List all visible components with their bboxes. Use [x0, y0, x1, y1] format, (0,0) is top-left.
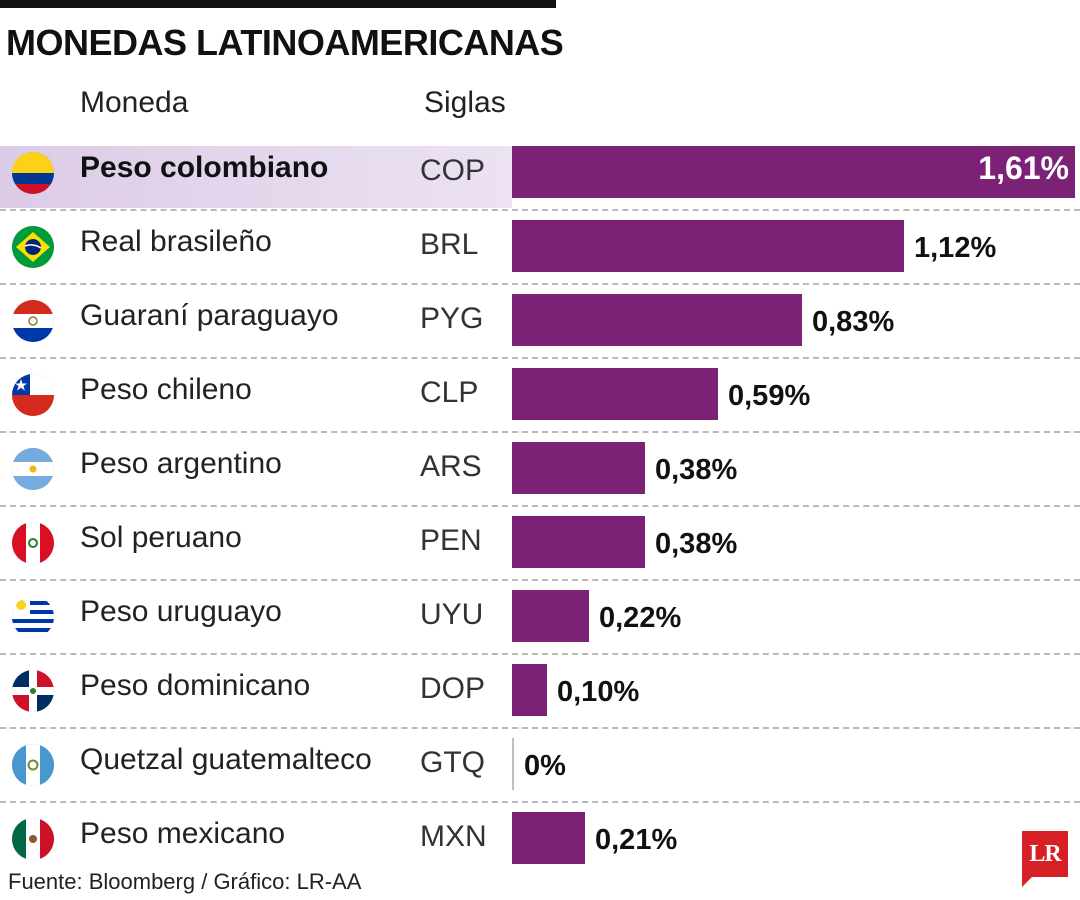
currency-name: Quetzal guatemalteco: [80, 743, 372, 776]
bar: [512, 590, 589, 642]
currency-name: Peso mexicano: [80, 817, 286, 850]
colombia-flag-icon: [12, 152, 54, 194]
guatemala-flag-icon: [12, 744, 54, 786]
currency-name: Peso colombiano: [80, 151, 329, 184]
top-rule: [0, 0, 556, 8]
currency-code: ARS: [420, 450, 482, 483]
currency-code: GTQ: [420, 746, 485, 779]
brazil-flag-icon: [12, 226, 54, 268]
currency-name: Peso dominicano: [80, 669, 311, 702]
row-separator: [0, 209, 1080, 211]
value-label: 0,22%: [599, 602, 682, 634]
bar: [512, 294, 802, 346]
uruguay-flag-icon: [12, 596, 54, 638]
table-row: Peso chileno CLP 0,59%: [0, 368, 1080, 442]
currency-code: PYG: [420, 302, 484, 335]
bar: [512, 220, 904, 272]
row-separator: [0, 431, 1080, 433]
mexico-flag-icon: [12, 818, 54, 860]
paraguay-flag-icon: [12, 300, 54, 342]
currency-name: Sol peruano: [80, 521, 242, 554]
value-label: 0,38%: [655, 454, 738, 486]
peru-flag-icon: [12, 522, 54, 564]
currency-name: Real brasileño: [80, 225, 272, 258]
row-separator: [0, 579, 1080, 581]
dominican-republic-flag-icon: [12, 670, 54, 712]
bar: [512, 812, 585, 864]
value-label: 0,83%: [812, 306, 895, 338]
currency-code: CLP: [420, 376, 479, 409]
table-row: Peso colombiano COP 1,61%: [0, 146, 1080, 220]
row-separator: [0, 283, 1080, 285]
header-currency: Moneda: [80, 86, 189, 119]
bar: [512, 516, 645, 568]
value-label: 1,12%: [914, 232, 997, 264]
currency-code: DOP: [420, 672, 486, 705]
currency-name: Guaraní paraguayo: [80, 299, 339, 332]
value-label: 0,59%: [728, 380, 811, 412]
highlight-band: [0, 146, 512, 208]
header-code: Siglas: [424, 86, 506, 119]
currency-code: UYU: [420, 598, 484, 631]
chile-flag-icon: [12, 374, 54, 416]
currency-code: BRL: [420, 228, 479, 261]
argentina-flag-icon: [12, 448, 54, 490]
currency-name: Peso uruguayo: [80, 595, 282, 628]
value-label: 0,21%: [595, 824, 678, 856]
currency-name: Peso argentino: [80, 447, 282, 480]
table-row: Quetzal guatemalteco GTQ 0%: [0, 738, 1080, 812]
chart-title: MONEDAS LATINOAMERICANAS: [6, 22, 564, 63]
lr-logo: LR: [1022, 831, 1068, 887]
currency-code: PEN: [420, 524, 482, 557]
row-separator: [0, 801, 1080, 803]
bar: [512, 664, 547, 716]
table-row: Real brasileño BRL 1,12%: [0, 220, 1080, 294]
row-separator: [0, 727, 1080, 729]
table-row: Peso argentino ARS 0,38%: [0, 442, 1080, 516]
bar: [512, 442, 645, 494]
table-row: Peso dominicano DOP 0,10%: [0, 664, 1080, 738]
row-separator: [0, 653, 1080, 655]
row-separator: [0, 505, 1080, 507]
value-label: 0,10%: [557, 676, 640, 708]
row-separator: [0, 357, 1080, 359]
zero-axis-mark: [512, 738, 514, 790]
source-note: Fuente: Bloomberg / Gráfico: LR-AA: [8, 869, 362, 894]
table-row: Peso mexicano MXN 0,21%: [0, 812, 1080, 886]
currency-name: Peso chileno: [80, 373, 252, 406]
currency-code: MXN: [420, 820, 487, 853]
table-row: Guaraní paraguayo PYG 0,83%: [0, 294, 1080, 368]
value-label: 1,61%: [978, 150, 1069, 186]
table-row: Peso uruguayo UYU 0,22%: [0, 590, 1080, 664]
bar: [512, 368, 718, 420]
value-label: 0,38%: [655, 528, 738, 560]
value-label: 0%: [524, 750, 566, 782]
table-row: Sol peruano PEN 0,38%: [0, 516, 1080, 590]
bar: [512, 146, 1075, 198]
currency-code: COP: [420, 154, 486, 187]
